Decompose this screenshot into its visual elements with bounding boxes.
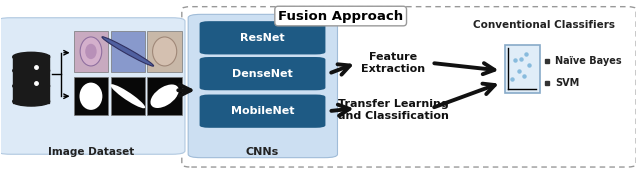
Ellipse shape [150,84,179,108]
Ellipse shape [102,37,154,66]
FancyBboxPatch shape [182,7,636,167]
Text: SVM: SVM [555,78,579,88]
Text: MobileNet: MobileNet [231,106,294,116]
FancyBboxPatch shape [111,77,145,115]
Ellipse shape [152,37,177,66]
Ellipse shape [13,52,50,62]
Text: Conventional Classifiers: Conventional Classifiers [473,20,615,30]
Text: ResNet: ResNet [240,33,285,43]
FancyBboxPatch shape [200,21,325,54]
FancyBboxPatch shape [200,95,325,128]
Ellipse shape [85,44,97,59]
Ellipse shape [79,83,102,110]
Text: Fusion Approach: Fusion Approach [278,10,403,23]
Text: Feature
Extraction: Feature Extraction [362,52,426,74]
Text: Image Dataset: Image Dataset [48,147,134,157]
Ellipse shape [13,66,50,75]
FancyBboxPatch shape [111,31,145,72]
FancyBboxPatch shape [0,18,185,154]
Ellipse shape [80,37,102,66]
FancyBboxPatch shape [147,31,182,72]
Ellipse shape [111,84,145,108]
FancyBboxPatch shape [13,55,49,103]
Text: Transfer Learning
and Classification: Transfer Learning and Classification [338,99,449,121]
Text: DenseNet: DenseNet [232,69,293,79]
Text: CNNs: CNNs [246,147,279,157]
FancyBboxPatch shape [200,57,325,90]
FancyBboxPatch shape [74,31,108,72]
FancyBboxPatch shape [147,77,182,115]
Ellipse shape [13,81,50,91]
FancyBboxPatch shape [74,77,108,115]
FancyBboxPatch shape [188,14,337,158]
Ellipse shape [13,97,50,106]
FancyBboxPatch shape [504,45,540,93]
Text: Naïve Bayes: Naïve Bayes [555,56,621,66]
